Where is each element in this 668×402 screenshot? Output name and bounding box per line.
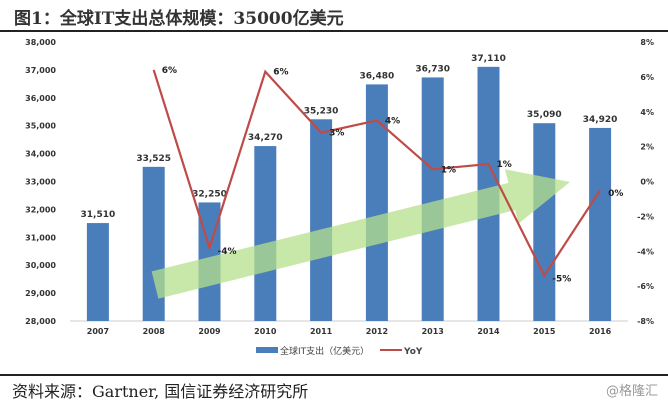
y-left-tick-label: 38,000 (25, 38, 56, 47)
x-tick-label: 2007 (87, 327, 109, 336)
source-note: 资料来源：Gartner, 国信证券经济研究所 (12, 382, 309, 401)
y-left-tick-label: 32,000 (25, 205, 56, 214)
x-tick-label: 2009 (198, 327, 221, 336)
yoy-data-label: 3% (329, 129, 344, 139)
y-left-tick-label: 31,000 (25, 233, 56, 242)
yoy-data-label: 1% (441, 165, 456, 175)
x-tick-label: 2015 (533, 327, 556, 336)
x-tick-label: 2010 (254, 327, 277, 336)
bar-2013 (421, 77, 444, 321)
y-right-tick-label: 2% (640, 143, 654, 152)
bar-data-label: 37,110 (471, 54, 506, 64)
x-tick-label: 2008 (143, 327, 166, 336)
bar-2012 (365, 84, 388, 322)
yoy-data-label: 1% (497, 160, 512, 170)
bar-2007 (86, 223, 109, 321)
watermark: @格隆汇 (605, 384, 658, 399)
chart: 28,000 29,000 30,000 31,000 32,000 33,000 34,0… (25, 38, 654, 357)
y-right-tick-label: -6% (637, 282, 654, 291)
bar-data-label: 36,480 (360, 71, 395, 81)
y-left-tick-label: 30,000 (25, 261, 56, 270)
bar-2015 (533, 123, 556, 322)
yoy-data-label: 6% (273, 68, 288, 78)
y-left-tick-label: 33,000 (25, 178, 56, 187)
yoy-data-label: 0% (608, 189, 623, 199)
bar-data-label: 35,090 (527, 110, 562, 120)
bar-2016 (589, 127, 612, 321)
bar-data-label: 36,730 (415, 64, 450, 74)
bar-2010 (254, 146, 277, 321)
yoy-data-label: -5% (552, 275, 571, 285)
bar-data-label: 35,230 (304, 106, 339, 116)
yoy-data-label: -4% (218, 247, 237, 257)
bar-data-label: 34,920 (583, 115, 618, 125)
y-left-tick-label: 35,000 (25, 122, 56, 131)
y-right-tick-label: -4% (637, 247, 654, 256)
yoy-data-label: 6% (162, 66, 177, 76)
x-tick-label: 2014 (477, 327, 500, 336)
x-tick-label: 2011 (310, 327, 333, 336)
y-right-tick-label: 4% (640, 108, 654, 117)
legend-bar-swatch (256, 347, 278, 353)
y-left-tick-label: 36,000 (25, 94, 56, 103)
legend-line-label: YoY (403, 347, 423, 357)
bar-data-label: 32,250 (192, 189, 227, 199)
bar-2008 (142, 166, 165, 321)
x-tick-label: 2013 (422, 327, 444, 336)
y-right-tick-label: 6% (640, 73, 654, 82)
y-right-tick-label: 0% (640, 178, 654, 187)
y-left-tick-label: 28,000 (25, 317, 56, 326)
bar-data-label: 31,510 (81, 210, 116, 220)
x-tick-label: 2016 (589, 327, 612, 336)
footer-rule (0, 374, 668, 376)
bar-data-label: 34,270 (248, 133, 283, 143)
y-left-tick-label: 29,000 (25, 289, 56, 298)
bar-data-label: 33,525 (136, 154, 171, 164)
yoy-data-label: 4% (385, 116, 400, 126)
legend-bar-label: 全球IT支出（亿美元） (280, 345, 369, 357)
y-right-tick-label: -2% (637, 212, 654, 221)
y-right-tick-label: 8% (640, 38, 654, 47)
bar-2011 (310, 119, 333, 322)
title-rule (0, 30, 668, 32)
y-left-tick-label: 34,000 (25, 150, 56, 159)
yoy-line (152, 69, 602, 278)
figure-title: 图1：全球IT支出总体规模：35000亿美元 (14, 9, 344, 29)
x-tick-label: 2012 (366, 327, 388, 336)
y-left-tick-label: 37,000 (25, 66, 56, 75)
trend-arrow (151, 169, 570, 299)
y-right-tick-label: -8% (637, 317, 654, 326)
